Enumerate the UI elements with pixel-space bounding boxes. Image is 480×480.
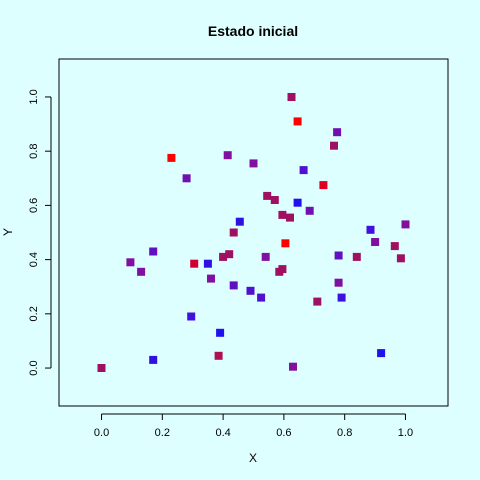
- data-point: [137, 267, 146, 276]
- data-point: [219, 252, 228, 261]
- x-tick-label: 0.8: [337, 427, 352, 439]
- data-point: [366, 225, 375, 234]
- data-point: [278, 210, 287, 219]
- data-point: [126, 258, 135, 267]
- data-point: [333, 128, 342, 137]
- data-point: [167, 153, 176, 162]
- data-point: [287, 93, 296, 101]
- data-point: [377, 349, 386, 358]
- data-point: [401, 220, 410, 229]
- data-point: [257, 293, 266, 302]
- x-tick-label: 1.0: [398, 427, 413, 439]
- data-point: [187, 312, 196, 321]
- chart-title: Estado inicial: [208, 23, 298, 39]
- data-point: [293, 198, 302, 207]
- data-point: [270, 196, 279, 204]
- y-tick-label: 0.6: [28, 198, 40, 213]
- data-point: [352, 252, 361, 261]
- y-tick-label: 0.4: [28, 252, 40, 267]
- y-tick-label: 0.8: [28, 144, 40, 159]
- data-point: [337, 293, 346, 302]
- data-point: [319, 181, 328, 190]
- data-point: [305, 206, 314, 215]
- data-point: [249, 159, 258, 168]
- data-point: [225, 250, 234, 259]
- data-point: [313, 297, 322, 306]
- y-axis: 0.0 0.2 0.4 0.6 0.8 1.0: [28, 89, 52, 376]
- data-point: [281, 239, 290, 248]
- data-point: [149, 355, 158, 364]
- x-tick-label: 0.4: [215, 427, 230, 439]
- data-point: [261, 252, 270, 261]
- y-tick-label: 0.2: [28, 306, 40, 321]
- x-tick-label: 0.0: [94, 427, 109, 439]
- data-point: [330, 141, 338, 150]
- data-point: [190, 259, 199, 268]
- data-point: [229, 281, 238, 290]
- data-point: [246, 286, 255, 295]
- data-point: [203, 259, 212, 268]
- data-point: [216, 328, 225, 337]
- data-point: [293, 117, 302, 126]
- y-axis-label: Y: [1, 228, 15, 236]
- data-point: [278, 265, 287, 274]
- x-tick-label: 0.6: [276, 427, 291, 439]
- data-point: [289, 362, 297, 371]
- plot-area: [58, 58, 449, 407]
- x-axis: 0.0 0.2 0.4 0.6 0.8 1.0: [94, 413, 413, 439]
- data-point: [214, 351, 223, 360]
- data-point: [149, 247, 158, 256]
- data-point: [390, 242, 399, 251]
- data-point: [182, 174, 191, 183]
- data-point: [334, 278, 343, 287]
- y-tick-label: 1.0: [28, 89, 40, 104]
- data-point: [371, 238, 380, 246]
- x-tick-label: 0.2: [155, 427, 170, 439]
- data-point: [299, 166, 308, 175]
- data-point: [396, 254, 405, 263]
- data-point: [97, 364, 106, 372]
- y-tick-label: 0.0: [28, 360, 40, 375]
- data-point: [263, 191, 272, 200]
- data-point: [334, 251, 343, 260]
- data-point: [207, 274, 215, 283]
- data-point: [235, 217, 244, 226]
- data-point: [286, 213, 294, 222]
- x-axis-label: X: [249, 451, 257, 465]
- points-layer: [97, 93, 410, 372]
- data-point: [223, 151, 232, 160]
- data-point: [229, 228, 238, 237]
